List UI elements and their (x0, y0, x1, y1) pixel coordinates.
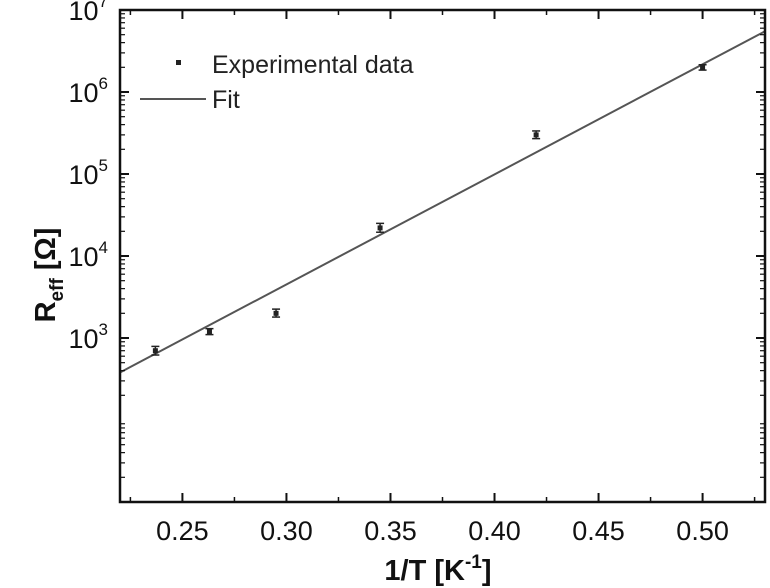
x-tick-label: 0.40 (468, 516, 521, 546)
data-point-marker (377, 225, 383, 231)
x-tick-label: 0.45 (572, 516, 625, 546)
legend: Experimental data Fit (140, 51, 414, 114)
data-point-marker (206, 329, 212, 335)
plot-frame (118, 8, 767, 504)
y-axis-ticks: 103 104 105 106 107 (68, 0, 765, 478)
x-tick-label: 0.50 (676, 516, 729, 546)
data-point (205, 327, 214, 336)
x-axis-title: 1/T [K-1] (384, 552, 491, 587)
y-tick-label: 104 (68, 238, 108, 272)
x-tick-label: 0.35 (364, 516, 417, 546)
y-tick-label: 107 (68, 0, 108, 26)
data-point-marker (152, 348, 158, 354)
y-axis-title: Reff [Ω] (30, 228, 68, 323)
data-point (698, 63, 707, 71)
legend-label-experimental: Experimental data (212, 51, 414, 79)
data-point (272, 308, 281, 318)
x-tick-label: 0.25 (156, 516, 209, 546)
y-tick-label: 103 (68, 320, 108, 354)
data-point (532, 130, 541, 140)
y-tick-label: 106 (68, 74, 108, 108)
data-point (151, 345, 160, 356)
legend-label-fit: Fit (212, 86, 240, 114)
y-tick-label: 105 (68, 156, 108, 190)
plot-marks (119, 30, 766, 374)
data-point-marker (533, 132, 539, 138)
data-point-marker (273, 310, 279, 316)
data-point (376, 222, 385, 233)
fit-line (119, 30, 766, 374)
x-axis-ticks: 0.25 0.30 0.35 0.40 0.45 0.50 (129, 10, 756, 546)
data-point-marker (700, 64, 706, 70)
legend-scatter-marker (176, 60, 181, 65)
x-tick-label: 0.30 (260, 516, 313, 546)
